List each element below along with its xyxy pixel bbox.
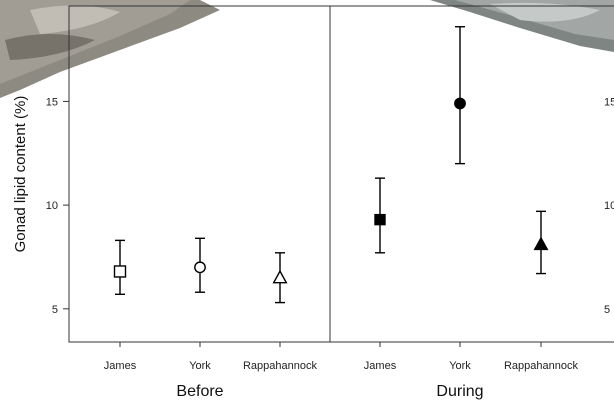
marker-circle-open (194, 261, 206, 274)
data-point-1-1 (454, 26, 466, 165)
x-category-label: James (364, 360, 397, 372)
right-y-tick-label: 15 (604, 96, 614, 108)
data-point-0-1 (194, 237, 206, 293)
x-category-label: Rappahannock (504, 360, 579, 372)
category-labels: James York Rappahannock James York Rappahanno… (104, 342, 579, 372)
panel-frame-during (329, 5, 614, 343)
y-axis: 5 10 15 (46, 96, 69, 316)
y-axis-label: Gonad lipid content (%) (12, 96, 29, 253)
y-axis-right-partial: 15 10 5 (604, 96, 614, 315)
data-point-1-0 (374, 177, 386, 254)
right-y-tick-label: 5 (604, 304, 610, 316)
marker-square-filled (374, 213, 386, 226)
panel-label-before: Before (176, 383, 223, 400)
marker-triangle-open (272, 269, 288, 284)
data-points (113, 26, 549, 304)
data-point-0-2 (272, 252, 288, 304)
photo-overlay-left (0, 0, 220, 98)
x-category-label: York (189, 360, 211, 372)
y-tick-label: 5 (52, 304, 58, 316)
x-category-label: York (449, 360, 471, 372)
marker-circle-filled (454, 97, 466, 110)
photo-overlay-right (430, 0, 614, 52)
x-category-label: James (104, 360, 137, 372)
y-tick-label: 15 (46, 96, 58, 108)
right-y-tick-label: 10 (604, 200, 614, 212)
y-tick-label: 10 (46, 200, 58, 212)
x-category-label: Rappahannock (243, 360, 318, 372)
marker-square-open (113, 265, 127, 278)
data-point-0-0 (113, 239, 127, 295)
marker-triangle-filled (533, 236, 549, 251)
panel-label-during: During (436, 383, 483, 400)
data-point-1-2 (533, 210, 549, 275)
